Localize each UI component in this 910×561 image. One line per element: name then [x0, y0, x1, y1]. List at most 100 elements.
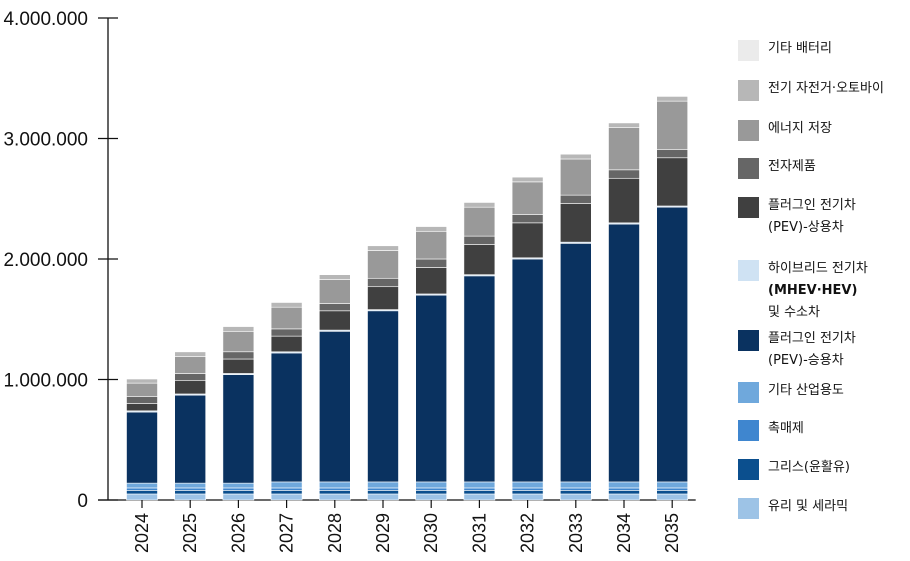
bar-segment: [656, 493, 689, 501]
bar-segment: [559, 243, 592, 483]
bar-segment: [463, 244, 496, 275]
bar-segment: [463, 490, 496, 495]
bar-segment: [463, 275, 496, 483]
bar-segment: [126, 377, 158, 380]
bar-segment: [222, 330, 255, 353]
bar-segment: [367, 487, 399, 491]
bar-segment: [511, 222, 544, 259]
bar-segment: [656, 206, 689, 483]
legend-swatch: [738, 382, 759, 403]
bar-segment: [511, 481, 544, 489]
y-tick-label: 0: [77, 491, 88, 512]
bar-segment: [318, 279, 351, 304]
bar-segment: [222, 493, 255, 501]
bar-segment: [656, 481, 689, 489]
x-tick-label: 2025: [180, 513, 200, 553]
legend-swatch: [738, 158, 759, 179]
bar-segment: [656, 149, 689, 159]
legend-label-line: 하이브리드 전기차: [768, 261, 868, 276]
bar-segment: [270, 493, 303, 501]
legend-label-line: (PEV)-상용차: [768, 220, 844, 235]
bar-segment: [559, 481, 592, 489]
legend-label: 그리스(윤활유): [768, 457, 850, 479]
bar-segment: [559, 487, 592, 491]
legend-swatch: [738, 420, 759, 441]
bar-segment: [463, 235, 496, 245]
bar-segment: [608, 121, 640, 124]
bar-segment: [222, 482, 255, 489]
legend-label-line: (MHEV·HEV): [768, 283, 858, 298]
bar-segment: [270, 335, 303, 353]
bar-segment: [222, 487, 255, 491]
bar-segment: [318, 493, 351, 501]
bar-segment: [318, 487, 351, 491]
bar-segment: [318, 330, 351, 483]
bar-segment: [415, 487, 448, 491]
bar-segment: [367, 245, 399, 251]
bar-segment: [270, 487, 303, 491]
bar-segment: [511, 487, 544, 491]
bar-segment: [608, 127, 640, 171]
bar-segment: [415, 267, 448, 295]
bar-segment: [608, 490, 640, 495]
bar-segment: [318, 273, 351, 275]
legend-label-line: 플러그인 전기차: [768, 331, 856, 346]
legend-label: 기타 배터리: [768, 38, 832, 60]
bar-segment: [415, 225, 448, 227]
bar-segment: [174, 373, 206, 382]
bar-segment: [222, 326, 255, 332]
bar-segment: [222, 358, 255, 374]
bar-segment: [367, 310, 399, 483]
bar-segment: [270, 490, 303, 495]
legend-label-line: 유리 및 세라믹: [768, 499, 849, 514]
bar-segment: [126, 490, 158, 495]
legend-label: 기타 산업용도: [768, 380, 844, 402]
bar-segment: [415, 294, 448, 483]
x-tick-label: 2030: [421, 513, 441, 553]
bar-segment: [656, 95, 689, 97]
bar-segment: [656, 96, 689, 102]
bar-segment: [559, 153, 592, 155]
legend-label-line: 전기 자전거·오토바이: [768, 81, 884, 96]
bar-segment: [511, 176, 544, 183]
legend-swatch: [738, 498, 759, 519]
bar-segment: [559, 194, 592, 204]
bar-segment: [126, 396, 158, 404]
bar-segment: [174, 487, 206, 491]
bar-segment: [174, 394, 206, 484]
bar-segment: [559, 493, 592, 501]
bar-segment: [608, 177, 640, 224]
bar-segment: [415, 481, 448, 489]
bar-segment: [126, 378, 158, 384]
y-tick-label: 2.000.000: [3, 250, 88, 271]
legend-label: 촉매제: [768, 418, 804, 440]
bar-segment: [463, 481, 496, 489]
bar-segment: [415, 230, 448, 260]
bar-segment: [270, 352, 303, 483]
bar-segment: [367, 286, 399, 310]
bar-segment: [463, 202, 496, 208]
bar-segment: [222, 374, 255, 484]
bar-segment: [559, 490, 592, 495]
bar-segment: [174, 356, 206, 374]
bar-segment: [126, 493, 158, 501]
legend-label: 유리 및 세라믹: [768, 496, 848, 518]
legend-swatch: [738, 120, 759, 141]
bar-segment: [608, 487, 640, 491]
bar-segment: [270, 301, 303, 303]
bar-segment: [126, 411, 158, 484]
legend-label-line: 및 수소차: [768, 305, 820, 320]
bar-segment: [511, 176, 544, 178]
legend-label-line: 기타 산업용도: [768, 383, 844, 398]
bar-segment: [511, 258, 544, 483]
bar-segment: [463, 487, 496, 491]
bar-segment: [656, 487, 689, 491]
bar-segment: [511, 493, 544, 501]
bar-segment: [656, 490, 689, 495]
legend-label-line: (PEV)-승용차: [768, 353, 844, 368]
legend-swatch: [738, 197, 759, 218]
bar-segment: [318, 481, 351, 489]
stacked-bar-chart: 0 1.000.000 2.000.000 3.000.000 4.000.000 202…: [3, 9, 696, 553]
bar-segment: [318, 303, 351, 312]
bar-segment: [174, 482, 206, 489]
